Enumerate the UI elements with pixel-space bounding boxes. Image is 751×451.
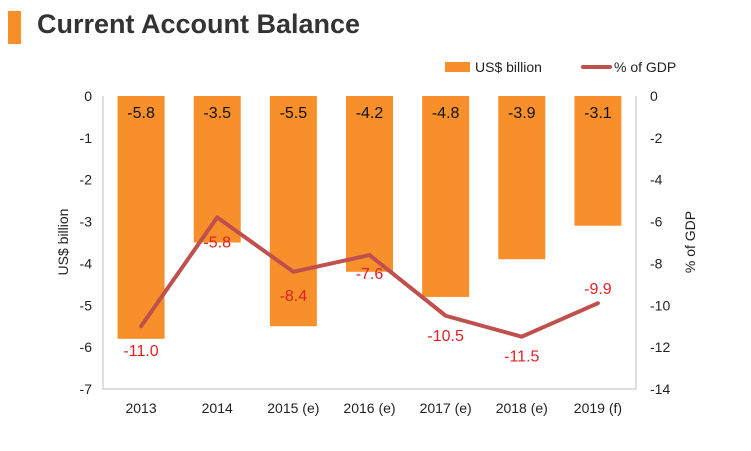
x-tick-label: 2019 (f) [574, 400, 622, 416]
y-axis-left-title: US$ billion [55, 209, 71, 276]
line-label-6: -9.9 [584, 281, 612, 298]
line-label-4: -10.5 [427, 328, 464, 345]
y-tick-left: -5 [80, 297, 93, 313]
y-tick-right: -4 [650, 172, 663, 188]
bar-label-3: -4.2 [356, 105, 384, 122]
gdp-point-2 [291, 270, 295, 274]
bar-label-0: -5.8 [127, 105, 155, 122]
y-tick-right: -10 [650, 297, 670, 313]
bar-0 [117, 96, 165, 339]
legend-line-label: % of GDP [614, 59, 676, 75]
y-tick-left: -2 [80, 172, 93, 188]
bar-series [117, 96, 622, 339]
data-labels: -5.8 -3.5 -5.5 -4.2 -4.8 -3.9 -3.1 -11.0 -5.8 -8.… [123, 105, 611, 366]
gdp-point-1 [215, 215, 219, 219]
x-tick-label: 2018 (e) [496, 400, 548, 416]
bar-label-2: -5.5 [280, 105, 308, 122]
gdp-point-3 [368, 253, 371, 257]
axes: 0 -1 -2 -3 -4 -5 -6 -7 0 -2 -4 -6 -8 -10 -12 -14 2013 201… [55, 88, 698, 416]
y-tick-right: -2 [650, 130, 663, 146]
y-tick-left: -3 [80, 214, 93, 230]
y-tick-right: -6 [650, 214, 663, 230]
line-label-1: -5.8 [203, 234, 231, 251]
y-tick-right: -12 [650, 339, 670, 355]
bar-6 [574, 96, 622, 226]
bar-2 [269, 96, 317, 327]
bar-5 [498, 96, 546, 260]
y-tick-left: 0 [84, 88, 92, 104]
title-accent-bar [8, 11, 21, 44]
bar-label-5: -3.9 [508, 105, 536, 122]
gdp-point-6 [596, 301, 600, 305]
y-tick-left: -1 [80, 130, 93, 146]
gdp-point-4 [444, 314, 448, 318]
y-tick-right: -8 [650, 255, 663, 271]
legend-bar-swatch [445, 62, 470, 72]
bar-4 [422, 96, 470, 297]
legend: US$ billion % of GDP [445, 59, 676, 75]
legend-bar-label: US$ billion [475, 59, 542, 75]
line-label-0: -11.0 [123, 343, 158, 360]
y-tick-left: -7 [80, 381, 93, 397]
line-label-3: -7.6 [356, 266, 384, 283]
bar-label-4: -4.8 [432, 105, 460, 122]
chart-title: Current Account Balance [37, 9, 361, 39]
x-tick-label: 2014 [202, 400, 233, 416]
bar-label-1: -3.5 [203, 105, 231, 122]
line-series [139, 215, 600, 339]
x-tick-label: 2013 [125, 400, 156, 416]
y-tick-left: -6 [80, 339, 93, 355]
y-tick-left: -4 [80, 255, 93, 271]
y-tick-right: 0 [650, 88, 658, 104]
bar-3 [346, 96, 393, 272]
x-tick-label: 2016 (e) [343, 400, 395, 416]
y-axis-right-title: % of GDP [682, 211, 698, 273]
y-tick-right: -14 [650, 381, 670, 397]
gdp-point-5 [520, 335, 524, 339]
line-label-5: -11.5 [504, 349, 539, 366]
x-tick-label: 2015 (e) [267, 400, 319, 416]
gdp-point-0 [139, 324, 143, 328]
line-label-2: -8.4 [280, 288, 308, 305]
x-tick-label: 2017 (e) [420, 400, 472, 416]
bar-label-6: -3.1 [584, 105, 612, 122]
